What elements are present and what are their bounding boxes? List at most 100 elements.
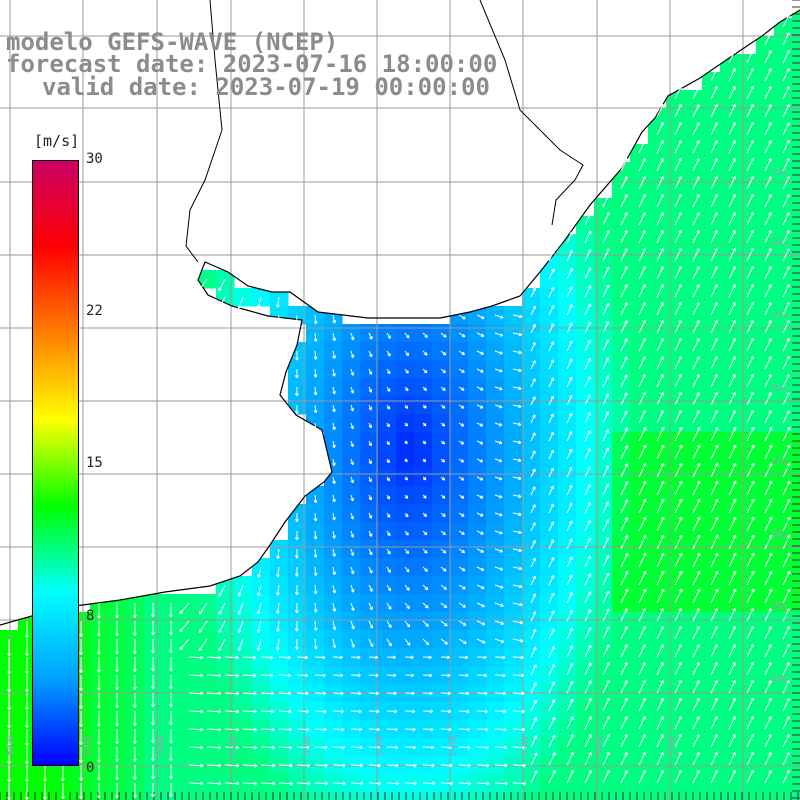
wind-speed-cell xyxy=(540,594,559,613)
wind-arrow xyxy=(512,655,524,660)
wind-speed-cell xyxy=(756,198,775,217)
wind-arrow xyxy=(422,655,432,660)
wind-arrow xyxy=(602,429,610,442)
wind-speed-cell xyxy=(576,234,595,253)
wind-speed-cell xyxy=(792,288,800,307)
wind-arrow xyxy=(332,673,344,678)
wind-arrow xyxy=(440,476,446,481)
wind-speed-cell xyxy=(594,486,613,505)
wind-speed-cell xyxy=(594,450,613,469)
wind-arrow xyxy=(746,625,754,640)
wind-speed-cell xyxy=(684,378,703,397)
wind-speed-cell xyxy=(612,270,631,289)
wind-arrow xyxy=(728,426,737,442)
wind-arrow xyxy=(512,781,527,786)
wind-arrow xyxy=(256,602,262,615)
wind-arrow xyxy=(692,697,700,712)
wind-arrow xyxy=(97,621,101,637)
wind-arrow xyxy=(25,639,29,657)
wind-speed-cell xyxy=(702,108,721,127)
wind-arrow xyxy=(728,552,737,568)
wind-arrow xyxy=(458,763,471,768)
wind-arrow xyxy=(242,745,258,750)
wind-speed-cell xyxy=(612,450,631,469)
wind-arrow xyxy=(237,296,244,309)
wind-arrow xyxy=(530,664,537,676)
wind-arrow xyxy=(584,591,592,604)
wind-arrow xyxy=(179,620,190,633)
wind-arrow xyxy=(728,751,736,766)
wind-arrow xyxy=(458,584,466,590)
wind-arrow xyxy=(692,769,700,784)
wind-arrow xyxy=(294,548,299,559)
wind-arrow xyxy=(566,520,573,532)
wind-arrow xyxy=(133,747,137,762)
wind-speed-cell xyxy=(774,324,793,343)
wind-speed-cell xyxy=(648,162,667,181)
wind-arrow xyxy=(458,602,467,608)
land-mask xyxy=(0,0,800,625)
wind-speed-cell xyxy=(756,720,775,739)
wind-arrow xyxy=(530,305,536,316)
wind-arrow xyxy=(782,337,790,352)
wind-arrow xyxy=(782,301,790,316)
wind-arrow xyxy=(368,332,373,340)
wind-speed-cell xyxy=(684,612,703,631)
wind-speed-cell xyxy=(630,342,649,361)
wind-arrow xyxy=(476,691,488,696)
wind-arrow xyxy=(198,602,208,615)
wind-arrow xyxy=(620,320,628,334)
wind-arrow xyxy=(151,693,155,708)
wind-speed-cell xyxy=(630,378,649,397)
wind-arrow xyxy=(674,679,682,694)
wind-arrow xyxy=(476,458,484,463)
wind-arrow xyxy=(188,745,204,750)
wind-arrow xyxy=(368,691,379,696)
wind-speed-cell xyxy=(720,738,739,757)
wind-arrow xyxy=(728,139,736,154)
wind-arrow xyxy=(294,350,299,361)
wind-speed-cell xyxy=(720,72,739,91)
wind-speed-cell xyxy=(702,234,721,253)
wind-arrow xyxy=(294,566,299,577)
wind-arrow xyxy=(782,625,790,640)
wind-speed-cell xyxy=(666,108,685,127)
wind-arrow xyxy=(620,625,628,640)
wind-speed-cell xyxy=(360,792,379,800)
wind-arrow xyxy=(710,751,718,766)
wind-speed-cell xyxy=(558,288,577,307)
wind-speed-cell xyxy=(594,792,613,800)
wind-arrow xyxy=(350,691,362,696)
wind-speed-cell xyxy=(792,756,800,775)
wind-speed-cell xyxy=(540,774,559,793)
wind-arrow xyxy=(530,522,536,532)
wind-arrow xyxy=(638,552,647,568)
wind-arrow xyxy=(764,373,772,388)
wind-speed-cell xyxy=(594,414,613,433)
wind-arrow xyxy=(764,552,773,568)
wind-arrow xyxy=(782,229,790,244)
wind-speed-cell xyxy=(630,666,649,685)
wind-arrow xyxy=(494,422,503,427)
wind-arrow xyxy=(404,458,408,463)
wind-speed-cell xyxy=(774,198,793,217)
wind-speed-cell xyxy=(774,756,793,775)
wind-speed-cell xyxy=(612,648,631,667)
wind-arrow xyxy=(494,566,504,571)
wind-speed-cell xyxy=(756,90,775,109)
wind-arrow xyxy=(115,621,119,637)
wind-speed-cell xyxy=(540,432,559,451)
wind-speed-cell xyxy=(738,162,757,181)
wind-speed-cell xyxy=(576,630,595,649)
wind-arrow xyxy=(638,175,646,190)
wind-speed-cell xyxy=(648,792,667,800)
wind-speed-cell xyxy=(666,738,685,757)
wind-arrow xyxy=(638,643,646,658)
wind-arrow xyxy=(602,320,610,334)
wind-speed-cell xyxy=(666,306,685,325)
wind-arrow xyxy=(692,409,700,424)
wind-arrow xyxy=(728,265,736,280)
wind-arrow xyxy=(530,699,537,712)
wind-arrow xyxy=(133,675,137,690)
wind-speed-cell xyxy=(702,180,721,199)
